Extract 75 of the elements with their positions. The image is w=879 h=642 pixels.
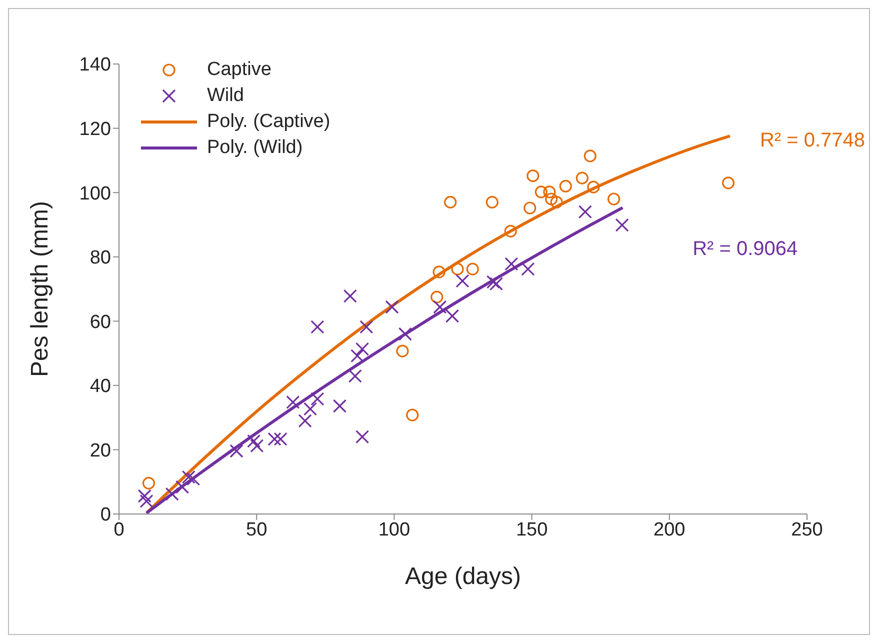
point bbox=[268, 432, 282, 446]
point bbox=[504, 224, 517, 238]
point bbox=[578, 205, 592, 219]
point bbox=[490, 277, 504, 291]
x-tick-label: 150 bbox=[516, 519, 548, 540]
legend-label: Poly. (Captive) bbox=[207, 111, 330, 133]
point bbox=[247, 434, 261, 448]
point bbox=[445, 309, 460, 323]
point bbox=[360, 320, 374, 334]
legend-label: Wild bbox=[207, 85, 244, 107]
point bbox=[534, 186, 548, 198]
point bbox=[355, 342, 370, 356]
y-axis-title: Pes length (mm) bbox=[26, 200, 54, 378]
x-axis-title: Age (days) bbox=[404, 563, 522, 590]
point bbox=[332, 399, 347, 413]
point bbox=[396, 344, 409, 358]
y-tick-label: 120 bbox=[79, 119, 111, 140]
point bbox=[140, 494, 154, 508]
point bbox=[138, 489, 152, 503]
y-tick-label: 0 bbox=[100, 504, 111, 526]
point bbox=[274, 432, 288, 446]
point bbox=[615, 218, 629, 232]
point bbox=[524, 202, 536, 214]
point bbox=[432, 266, 446, 278]
annotation: R² = 0.7748 bbox=[760, 129, 866, 152]
x-tick-label: 200 bbox=[654, 519, 686, 540]
point bbox=[587, 180, 600, 194]
point bbox=[456, 274, 470, 288]
point bbox=[286, 395, 300, 409]
point bbox=[504, 257, 518, 271]
point bbox=[608, 192, 620, 206]
y-tick-label: 100 bbox=[79, 183, 111, 204]
point bbox=[303, 402, 318, 416]
point bbox=[466, 262, 479, 276]
point bbox=[406, 408, 419, 422]
point bbox=[142, 476, 156, 490]
x-tick-label: 100 bbox=[378, 519, 410, 540]
point bbox=[550, 196, 563, 209]
point bbox=[182, 470, 196, 484]
point bbox=[559, 180, 572, 192]
point bbox=[545, 192, 558, 206]
point bbox=[348, 369, 362, 383]
point bbox=[543, 186, 556, 198]
point bbox=[310, 392, 324, 406]
y-tick-label: 80 bbox=[90, 248, 111, 269]
x-tick-label: 250 bbox=[791, 519, 823, 540]
point bbox=[398, 327, 412, 341]
x-tick-label: 0 bbox=[114, 519, 124, 540]
y-tick-label: 140 bbox=[79, 54, 111, 76]
y-tick-label: 60 bbox=[90, 312, 111, 333]
point bbox=[521, 262, 535, 276]
point bbox=[350, 349, 364, 363]
point bbox=[584, 150, 596, 162]
point bbox=[310, 320, 324, 334]
point bbox=[355, 430, 370, 444]
legend-label: Captive bbox=[207, 59, 272, 81]
point bbox=[722, 176, 735, 190]
point bbox=[444, 196, 457, 209]
point bbox=[230, 444, 244, 458]
point bbox=[343, 289, 357, 303]
legend-label: Poly. (Wild) bbox=[207, 137, 303, 159]
point bbox=[430, 290, 444, 304]
y-tick-label: 20 bbox=[90, 440, 111, 462]
point bbox=[486, 196, 498, 209]
y-tick-label: 40 bbox=[90, 376, 111, 398]
point bbox=[298, 414, 312, 428]
point bbox=[250, 439, 264, 453]
point bbox=[576, 172, 588, 184]
point bbox=[385, 300, 399, 314]
line-series bbox=[145, 134, 732, 514]
x-tick-label: 50 bbox=[246, 519, 268, 540]
point bbox=[451, 262, 464, 276]
point bbox=[526, 170, 540, 182]
point bbox=[433, 300, 447, 314]
annotation: R² = 0.9064 bbox=[692, 238, 798, 260]
